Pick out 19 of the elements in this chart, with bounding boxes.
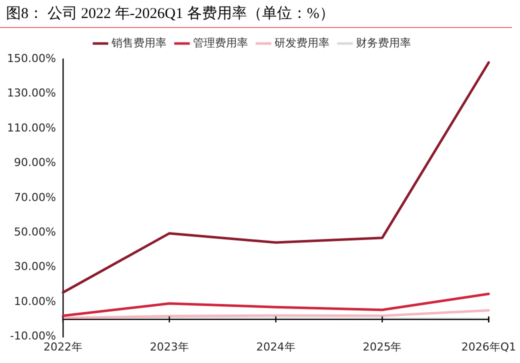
- x-tick-label: 2022年: [43, 340, 82, 354]
- y-tick-label: 10.00%: [14, 294, 56, 308]
- y-tick-label: 110.00%: [6, 121, 56, 134]
- x-tick-label: 2026年Q1: [461, 340, 516, 354]
- x-tick-label: 2024年: [256, 340, 296, 354]
- y-tick-label: 90.00%: [14, 156, 56, 170]
- legend-label: 管理费用率: [193, 36, 248, 50]
- y-tick-label: 130.00%: [6, 86, 56, 100]
- y-tick-label: 30.00%: [14, 260, 56, 274]
- chart-title: 图8： 公司 2022 年-2026Q1 各费用率（单位：%）: [0, 0, 512, 28]
- y-tick-label: 50.00%: [14, 225, 56, 238]
- x-tick-label: 2023年: [150, 340, 189, 354]
- legend-label: 销售费用率: [110, 36, 166, 50]
- y-tick-label: 70.00%: [14, 190, 56, 204]
- legend-label: 财务费用率: [356, 36, 411, 50]
- x-tick-label: 2025年: [362, 340, 402, 354]
- legend-label: 研发费用率: [274, 36, 330, 50]
- y-tick-label: 150.00%: [6, 52, 56, 65]
- y-tick-label: -10.00%: [10, 330, 56, 343]
